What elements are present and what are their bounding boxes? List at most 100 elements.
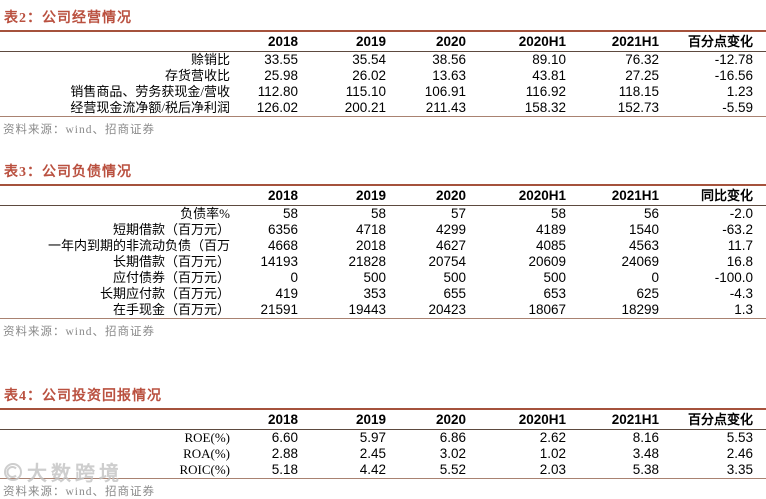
cell-value: 11.7 [727, 238, 753, 253]
table4-header-2020: 2020 [435, 412, 466, 427]
table-row: 赊销比 33.55 35.54 38.56 89.10 76.32 -12.78 [0, 52, 766, 69]
row-label: 短期借款（百万元） [112, 222, 230, 237]
table4-header-row: 2018 2019 2020 2020H1 2021H1 百分点变化 [0, 410, 766, 430]
table3-section: 表3：公司负债情况 2018 2019 2020 2020H1 2021H1 同… [0, 159, 766, 339]
cell-value: 3.02 [439, 446, 466, 461]
cell-value: 57 [450, 206, 466, 221]
table-row: ROIC(%) 5.18 4.42 5.52 2.03 5.38 3.35 [0, 462, 766, 479]
cell-value: 4563 [628, 238, 659, 253]
table-row: 销售商品、劳务获现金/营收 112.80 115.10 106.91 116.9… [0, 84, 766, 100]
cell-value: 18067 [528, 302, 566, 317]
table3-header-2020: 2020 [435, 188, 466, 203]
row-label: 销售商品、劳务获现金/营收 [70, 84, 230, 99]
row-label: 一年内到期的非流动负债（百万 [47, 238, 230, 253]
cell-value: 35.54 [352, 52, 386, 67]
cell-value: 89.10 [532, 52, 566, 67]
cell-value: 58 [370, 206, 386, 221]
cell-value: 20423 [428, 302, 466, 317]
cell-value: 500 [363, 270, 386, 285]
cell-value: 5.38 [632, 462, 659, 477]
table4-header-2019: 2019 [355, 412, 386, 427]
table2-header-2019: 2019 [355, 34, 386, 49]
table-row: 应付债券（百万元） 0 500 500 500 0 -100.0 [0, 270, 766, 286]
cell-value: 2.03 [539, 462, 566, 477]
cell-value: 58 [550, 206, 566, 221]
table-row: 在手现金（百万元） 21591 19443 20423 18067 18299 … [0, 302, 766, 319]
cell-value: 26.02 [352, 68, 386, 83]
cell-value: 4668 [267, 238, 298, 253]
row-label: 负债率% [180, 206, 230, 221]
table2-header-2020: 2020 [435, 34, 466, 49]
table3-header-2019: 2019 [355, 188, 386, 203]
cell-value: 0 [290, 270, 298, 285]
cell-value: 2.45 [359, 446, 386, 461]
table-row: ROA(%) 2.88 2.45 3.02 1.02 3.48 2.46 [0, 446, 766, 462]
table-row: 长期借款（百万元） 14193 21828 20754 20609 24069 … [0, 254, 766, 270]
table4-header-empty [0, 410, 230, 430]
cell-value: 5.53 [726, 430, 753, 445]
table3-title: 表3：公司负债情况 [0, 159, 766, 186]
table2-header-2020h1: 2020H1 [518, 34, 566, 49]
cell-value: 8.16 [632, 430, 659, 445]
table3-header-2021h1: 2021H1 [611, 188, 659, 203]
table4-header-2020h1: 2020H1 [518, 412, 566, 427]
cell-value: 653 [543, 286, 566, 301]
cell-value: 6.60 [271, 430, 298, 445]
cell-value: 27.25 [625, 68, 659, 83]
cell-value: 13.63 [432, 68, 466, 83]
table3-header-2020h1: 2020H1 [518, 188, 566, 203]
cell-value: 4189 [535, 222, 566, 237]
table-row: ROE(%) 6.60 5.97 6.86 2.62 8.16 5.53 [0, 430, 766, 447]
cell-value: 211.43 [425, 100, 466, 115]
cell-value: 4085 [535, 238, 566, 253]
cell-value: 21591 [260, 302, 298, 317]
table4-header-2018: 2018 [267, 412, 298, 427]
cell-value: 353 [363, 286, 386, 301]
table-row: 经营现金流净额/税后净利润 126.02 200.21 211.43 158.3… [0, 100, 766, 117]
cell-value: 25.98 [264, 68, 298, 83]
cell-value: 115.10 [345, 84, 386, 99]
table4-returns: 2018 2019 2020 2020H1 2021H1 百分点变化 ROE(%… [0, 410, 766, 479]
table2-header-empty [0, 32, 230, 52]
cell-value: 33.55 [264, 52, 298, 67]
cell-value: -16.56 [714, 68, 753, 83]
table-row: 一年内到期的非流动负债（百万 4668 2018 4627 4085 4563 … [0, 238, 766, 254]
cell-value: 24069 [621, 254, 659, 269]
cell-value: 1.23 [726, 84, 753, 99]
cell-value: 20754 [428, 254, 466, 269]
table-row: 负债率% 58 58 57 58 56 -2.0 [0, 206, 766, 223]
cell-value: 5.97 [359, 430, 386, 445]
row-label: 赊销比 [190, 52, 230, 67]
table4-section: 表4：公司投资回报情况 2018 2019 2020 2020H1 2021H1… [0, 383, 766, 499]
cell-value: 5.52 [439, 462, 466, 477]
row-label: ROIC(%) [179, 462, 230, 477]
row-label: 存货营收比 [164, 68, 230, 83]
table4-title: 表4：公司投资回报情况 [0, 383, 766, 410]
row-label: ROA(%) [183, 446, 230, 461]
table4-header-change: 百分点变化 [687, 412, 753, 427]
table2-header-2021h1: 2021H1 [611, 34, 659, 49]
row-label: 长期应付款（百万元） [99, 286, 230, 301]
cell-value: 4299 [435, 222, 466, 237]
cell-value: 419 [275, 286, 298, 301]
cell-value: 19443 [348, 302, 386, 317]
cell-value: 76.32 [625, 52, 659, 67]
table2-operations: 2018 2019 2020 2020H1 2021H1 百分点变化 赊销比 3… [0, 32, 766, 117]
cell-value: 16.8 [726, 254, 753, 269]
cell-value: 200.21 [344, 100, 386, 115]
table2-header-row: 2018 2019 2020 2020H1 2021H1 百分点变化 [0, 32, 766, 52]
table2-title: 表2：公司经营情况 [0, 5, 766, 32]
cell-value: 2018 [355, 238, 386, 253]
source-note: 资料来源：wind、招商证券 [3, 326, 155, 338]
cell-value: 152.73 [617, 100, 659, 115]
cell-value: 106.91 [424, 84, 466, 99]
table-row: 存货营收比 25.98 26.02 13.63 43.81 27.25 -16.… [0, 68, 766, 84]
cell-value: -4.3 [729, 286, 753, 301]
cell-value: 14193 [260, 254, 298, 269]
table3-header-2018: 2018 [267, 188, 298, 203]
row-label: 经营现金流净额/税后净利润 [70, 100, 230, 115]
table-row: 长期应付款（百万元） 419 353 655 653 625 -4.3 [0, 286, 766, 302]
table2-section: 表2：公司经营情况 2018 2019 2020 2020H1 2021H1 百… [0, 5, 766, 137]
cell-value: 625 [636, 286, 659, 301]
cell-value: 2.88 [271, 446, 298, 461]
